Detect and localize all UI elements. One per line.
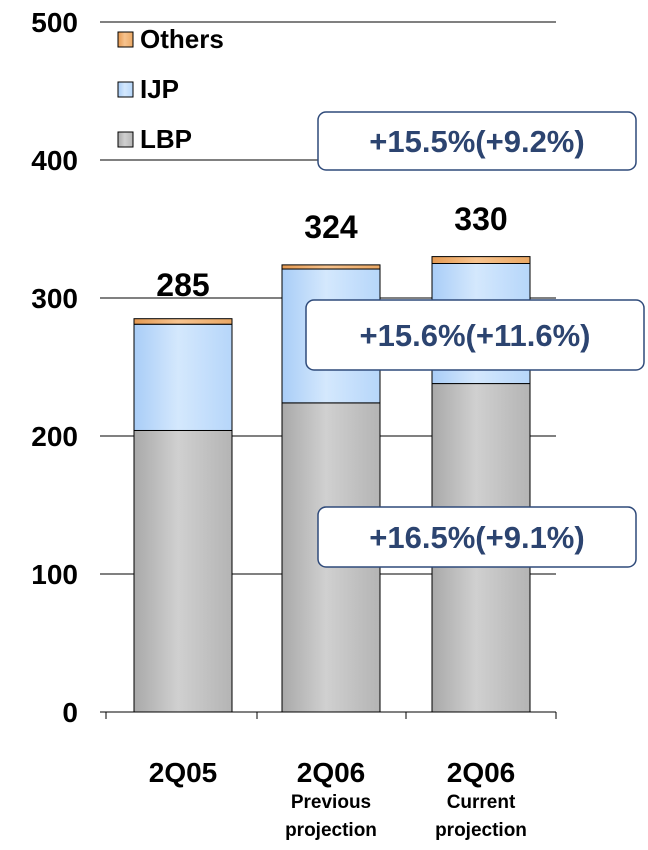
x-sublabel-2-2: projection <box>285 820 377 841</box>
legend: Others IJP LBP <box>117 24 224 154</box>
total-label-1: 285 <box>156 267 209 303</box>
bar-ijp-1 <box>133 323 233 431</box>
bar-others-3 <box>431 256 531 265</box>
y-tick-label-0: 0 <box>62 697 78 728</box>
legend-swatch-lbp <box>117 131 134 148</box>
x-label-3: 2Q06 <box>447 757 516 788</box>
annotation-text-lbp: +16.5%(+9.1%) <box>369 520 584 555</box>
legend-swatch-others <box>117 31 134 48</box>
x-sublabel-3-2: projection <box>435 820 527 841</box>
y-tick-label-400: 400 <box>31 145 78 176</box>
total-labels: 285 324 330 <box>156 201 507 303</box>
x-label-1: 2Q05 <box>149 757 218 788</box>
annotation-text-ijp: +15.6%(+11.6%) <box>360 318 591 353</box>
x-label-2: 2Q06 <box>297 757 366 788</box>
annotation-box-ijp <box>305 299 645 371</box>
bar-others-2 <box>281 264 381 270</box>
y-tick-label-200: 200 <box>31 421 78 452</box>
bar-others-1 <box>133 318 233 325</box>
annotation-text-others: +15.5%(+9.2%) <box>369 124 584 159</box>
x-sublabel-3-1: Current <box>447 792 516 813</box>
y-tick-label-300: 300 <box>31 283 78 314</box>
total-label-3: 330 <box>454 201 507 237</box>
legend-label-lbp: LBP <box>140 124 192 154</box>
bar-lbp-1 <box>133 429 233 713</box>
y-tick-label-500: 500 <box>31 7 78 38</box>
y-tick-label-100: 100 <box>31 559 78 590</box>
annotation-box-lbp <box>317 506 637 568</box>
x-sublabel-2-1: Previous <box>291 792 371 813</box>
total-label-2: 324 <box>304 209 358 245</box>
legend-label-ijp: IJP <box>140 74 179 104</box>
legend-swatch-ijp <box>117 81 134 98</box>
legend-label-others: Others <box>140 24 224 54</box>
annotation-box-others <box>317 111 637 171</box>
y-axis: 0 100 200 300 400 500 <box>31 7 557 728</box>
x-axis-labels: 2Q05 2Q06 Previous projection 2Q06 Current pro… <box>149 757 527 841</box>
annotations: +15.5%(+9.2%) +15.6%(+11.6%) +16.5%(+9.1%) <box>305 111 645 568</box>
